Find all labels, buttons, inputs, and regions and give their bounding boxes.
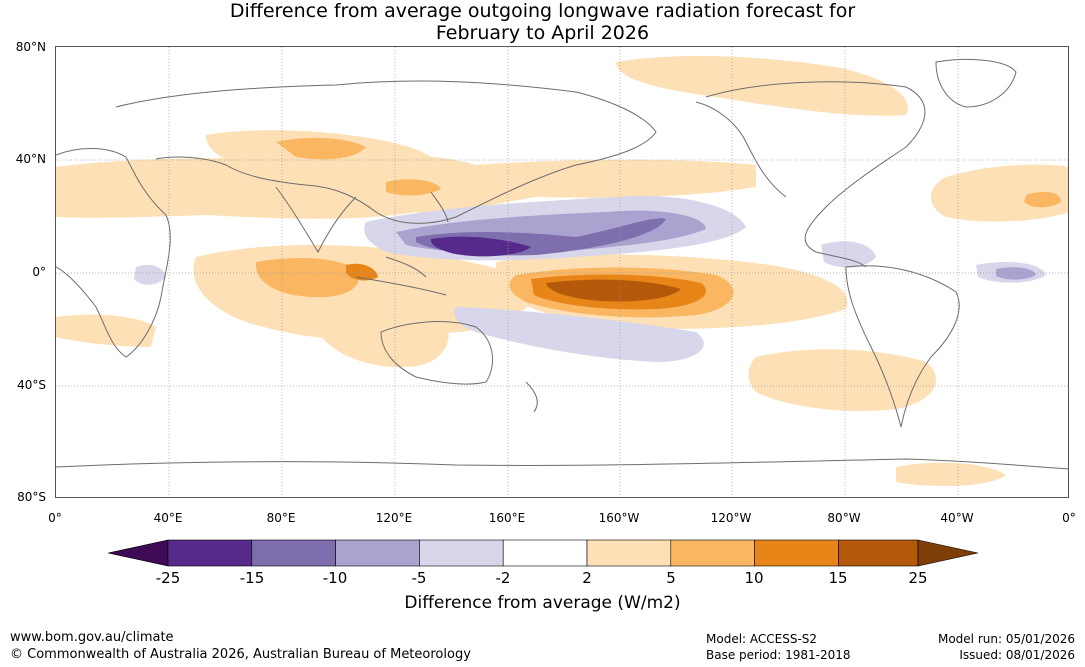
colorbar-tick: 25 [908,569,928,587]
lon-label-160e: 160°E [488,511,526,525]
lon-label-120e: 120°E [375,511,413,525]
footer-issued: Issued: 08/01/2026 [959,648,1075,662]
lat-label-80n: 80°N [15,40,46,54]
positive-anomaly-region [1024,191,1061,208]
colorbar-tick: 15 [828,569,848,587]
negative-anomaly-region [134,265,166,285]
colorbar-tick: 10 [744,569,764,587]
coastline-eurasia [115,80,657,224]
colorbar-segment [754,539,839,567]
lon-label-0-west: 0° [48,511,62,525]
coastline-greenland [935,58,1017,108]
lat-label-80s: 80°S [17,490,46,504]
colorbar-segment [502,539,588,567]
map-title-line-1: Difference from average outgoing longwav… [229,0,856,22]
positive-anomaly-region [276,137,366,160]
lat-label-40s: 40°S [17,378,46,392]
anomaly-shading [56,55,1068,487]
positive-anomaly-region [546,279,681,302]
lat-label-40n: 40°N [15,152,46,166]
coastline-japan [430,191,449,223]
colorbar-tick: -2 [495,569,511,587]
lon-label-120w: 120°W [710,511,752,525]
lon-label-80w: 80°W [827,511,861,525]
coastline-new-zealand [525,381,538,413]
coastlines [56,58,1068,470]
positive-anomaly-region [386,179,441,196]
footer-model-run: Model run: 05/01/2026 [937,632,1075,646]
coastline-india [275,186,357,254]
positive-anomaly-region [931,164,1068,222]
colorbar-segment [838,539,919,567]
colorbar-min-arrow [108,539,169,567]
lon-label-40w: 40°W [940,511,974,525]
coastline-alaska [695,101,787,198]
footer-model: Model: ACCESS-S2 [706,632,818,646]
colorbar-segment [251,539,336,567]
footer-website: www.bom.gov.au/climate [10,630,174,645]
negative-anomaly-region [430,236,531,257]
colorbar-segment [586,539,672,567]
colorbar-segment [167,539,253,567]
coastline-north-america [705,81,926,268]
lon-label-0-east: 0° [1062,511,1076,525]
positive-anomaly-region [346,263,378,281]
positive-anomaly-region [56,314,156,347]
colorbar-max-arrow [917,539,978,567]
lon-label-80e: 80°E [266,511,296,525]
negative-anomaly-region [821,241,876,268]
coastline-south-america [845,265,960,428]
colorbar-segment [419,539,504,567]
coastline-indonesia [355,256,447,296]
lon-label-160w: 160°W [598,511,640,525]
colorbar-tick: -10 [322,569,348,587]
colorbar-tick: 2 [582,569,592,587]
colorbar-tick: -15 [239,569,265,587]
negative-anomaly-region [996,267,1036,280]
negative-anomaly-region [454,307,704,362]
colorbar-segment [335,539,420,567]
map-canvas [56,47,1068,497]
positive-anomaly-region [255,257,359,298]
colorbar-segment [670,539,755,567]
footer-copyright: © Commonwealth of Australia 2026, Austra… [10,647,471,662]
positive-anomaly-region [748,349,936,412]
lon-label-40e: 40°E [153,511,183,525]
coastline-africa-europe [56,148,171,358]
map-title-line-2: February to April 2026 [435,22,650,44]
colorbar-label: Difference from average (W/m2) [404,593,681,613]
colorbar [108,539,978,567]
graticule [56,47,1068,497]
colorbar-tick: 5 [666,569,676,587]
coastline-antarctica [56,458,1068,470]
coastline-australia [380,321,494,385]
lat-label-0: 0° [32,265,46,279]
footer-base-period: Base period: 1981-2018 [706,648,851,662]
positive-anomaly-region [896,462,1006,487]
colorbar-tick: -5 [411,569,427,587]
olr-anomaly-map [55,46,1069,498]
colorbar-tick: -25 [155,569,181,587]
